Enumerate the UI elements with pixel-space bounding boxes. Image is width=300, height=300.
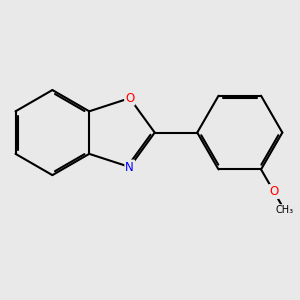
Text: N: N xyxy=(125,160,134,173)
Text: O: O xyxy=(125,92,134,105)
Text: CH₃: CH₃ xyxy=(275,205,293,215)
Text: O: O xyxy=(269,185,278,198)
